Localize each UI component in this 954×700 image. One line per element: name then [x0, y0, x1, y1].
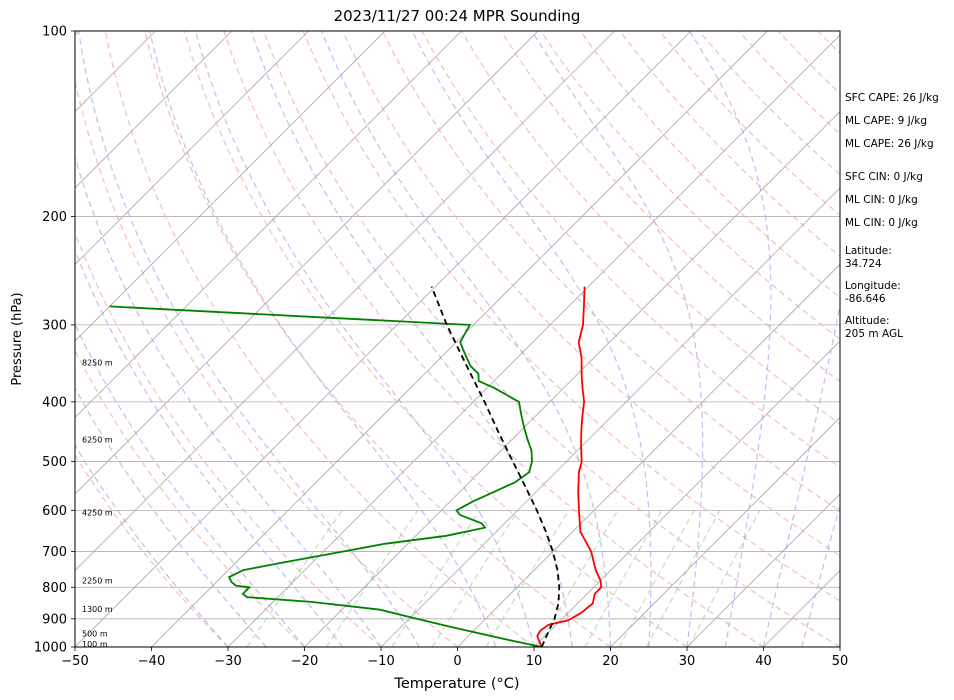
moist-adiabat-line: [194, 31, 535, 647]
y-tick-label: 300: [42, 318, 67, 333]
y-tick-label: 800: [42, 581, 67, 596]
isotherm-line: [380, 187, 840, 647]
height-label: 100 m: [82, 640, 108, 649]
height-label: 1300 m: [82, 605, 113, 614]
isotherm-line: [457, 263, 840, 647]
mixing-ratio-line: [391, 509, 481, 647]
mixing-ratio-line: [646, 510, 721, 647]
altitude-label: Altitude:: [845, 315, 890, 327]
y-tick-label: 400: [42, 395, 67, 410]
moist-adiabat-line: [75, 444, 229, 647]
moist-adiabat-line: [689, 31, 772, 647]
x-tick-label: −40: [138, 654, 165, 669]
moist-adiabat-line: [78, 31, 420, 647]
isotherm-line: [75, 31, 462, 419]
x-tick-label: 20: [602, 654, 619, 669]
moist-adiabat-line: [75, 155, 382, 647]
moist-adiabat-line: [250, 31, 573, 647]
x-axis-label: Temperature (°C): [393, 676, 519, 692]
dry-adiabat-line: [223, 31, 764, 647]
sfc-cape-label: SFC CAPE: 26 J/kg: [845, 92, 939, 104]
height-label: 6250 m: [82, 435, 113, 444]
moist-adiabat-line: [762, 302, 840, 647]
isotherm-line: [533, 340, 840, 647]
isotherm-line: [151, 31, 768, 647]
isotherm-line: [75, 31, 233, 189]
moist-adiabat-line: [531, 31, 704, 647]
isotherm-line: [227, 34, 840, 647]
x-tick-label: 40: [755, 654, 772, 669]
y-tick-label: 500: [42, 455, 67, 470]
x-tick-label: −30: [214, 654, 241, 669]
mixing-ratio-line: [246, 509, 343, 647]
dry-adiabat-line: [75, 78, 458, 647]
x-tick-label: 30: [679, 654, 696, 669]
parcel-path-line: [430, 286, 561, 647]
isotherm-line: [0, 31, 3, 647]
isotherm-line: [75, 31, 692, 647]
altitude-value: 205 m AGL: [845, 328, 903, 340]
moist-adiabat-line: [149, 31, 497, 647]
y-tick-label: 900: [42, 612, 67, 627]
plot-frame: [74, 30, 841, 648]
x-tick-label: 50: [832, 654, 849, 669]
height-label: 4250 m: [82, 509, 113, 518]
mixing-ratio-line: [618, 510, 695, 647]
mixing-ratio-line: [485, 509, 570, 647]
ml-cape-label: ML CAPE: 9 J/kg: [845, 115, 928, 127]
isotherm-line: [304, 110, 840, 647]
moist-adiabat-line: [801, 503, 840, 647]
isotherm-line: [610, 416, 840, 647]
sounding-stats-panel: SFC CAPE: 26 J/kg ML CAPE: 9 J/kg ML CAP…: [845, 92, 939, 341]
dewpoint-profile-line: [109, 305, 542, 647]
height-label: 500 m: [82, 629, 108, 638]
y-tick-label: 700: [42, 545, 67, 560]
y-tick-label: 200: [42, 210, 67, 225]
longitude-value: -86.646: [845, 293, 886, 305]
mixing-ratio-line: [584, 510, 663, 647]
dry-adiabat-line: [75, 349, 305, 647]
latitude-label: Latitude:: [845, 245, 892, 257]
y-tick-label: 1000: [34, 641, 67, 656]
moist-adiabat-line: [320, 31, 612, 647]
x-tick-label: −10: [367, 654, 394, 669]
mixing-ratio-line: [325, 509, 419, 647]
dry-adiabat-line: [183, 31, 688, 647]
isotherm-line: [75, 31, 539, 495]
y-tick-label: 100: [42, 25, 67, 40]
moist-adiabat-line: [75, 248, 344, 647]
isotherm-line: [75, 31, 309, 266]
mixing-ratio-line: [688, 510, 761, 647]
dry-adiabat-line: [75, 454, 229, 647]
dry-adiabat-line: [262, 31, 840, 647]
isotherm-line: [75, 31, 386, 342]
y-axis-label: Pressure (hPa): [10, 292, 25, 385]
longitude-label: Longitude:: [845, 280, 901, 292]
x-tick-label: −20: [291, 654, 318, 669]
isotherm-line: [75, 31, 615, 572]
latitude-value: 34.724: [845, 258, 882, 270]
moist-adiabat-line: [75, 386, 267, 647]
moist-adiabat-line: [411, 31, 652, 647]
dry-adiabat-line: [144, 31, 611, 647]
mixing-ratio-line: [431, 509, 519, 647]
ml-cape-label-2: ML CAPE: 26 J/kg: [845, 138, 934, 150]
mixing-ratio-line: [537, 509, 619, 647]
isotherm-line: [686, 493, 840, 647]
x-tick-label: −50: [61, 654, 88, 669]
ml-cin-label-2: ML CIN: 0 J/kg: [845, 217, 918, 229]
x-tick-label: 10: [526, 654, 543, 669]
height-label: 2250 m: [82, 577, 113, 586]
height-label: 8250 m: [82, 358, 113, 367]
chart-title: 2023/11/27 00:24 MPR Sounding: [334, 7, 581, 25]
sfc-cin-label: SFC CIN: 0 J/kg: [845, 171, 923, 183]
x-tick-label: 0: [453, 654, 461, 669]
y-tick-label: 600: [42, 504, 67, 519]
ml-cin-label: ML CIN: 0 J/kg: [845, 194, 918, 206]
dry-adiabat-line: [104, 31, 535, 647]
temperature-profile-line: [536, 286, 603, 647]
dry-adiabat-line: [579, 31, 840, 299]
